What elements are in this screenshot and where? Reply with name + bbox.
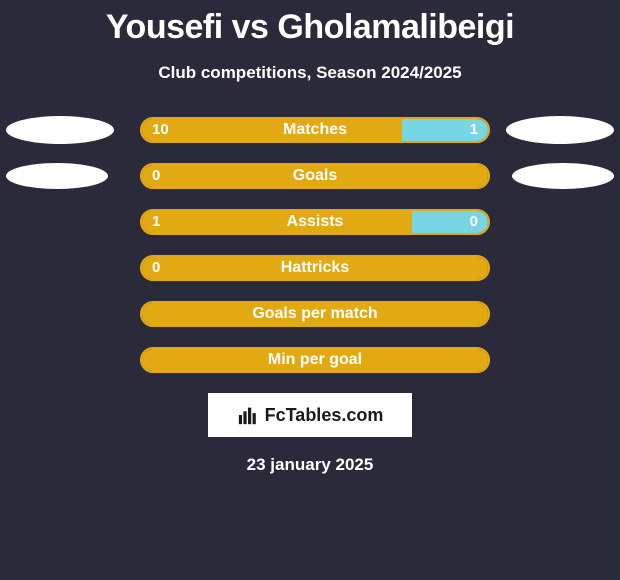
- stat-value-right: 1: [470, 119, 478, 141]
- stat-bar: Matches101: [140, 117, 490, 143]
- stat-bar: Hattricks0: [140, 255, 490, 281]
- stat-row: Assists10: [0, 209, 620, 235]
- comparison-chart: Matches101Goals0Assists10Hattricks0Goals…: [0, 117, 620, 373]
- bar-fill-left: [142, 211, 412, 233]
- bar-fill-left: [142, 165, 488, 187]
- stat-bar: Min per goal: [140, 347, 490, 373]
- stat-row: Min per goal: [0, 347, 620, 373]
- logo-text: FcTables.com: [265, 405, 384, 426]
- stat-value-left: 0: [152, 257, 160, 279]
- stat-row: Hattricks0: [0, 255, 620, 281]
- player-marker-left: [6, 116, 114, 144]
- chart-icon: [237, 404, 259, 426]
- bar-fill-left: [142, 119, 402, 141]
- date-label: 23 january 2025: [0, 455, 620, 475]
- stat-row: Goals0: [0, 163, 620, 189]
- player-marker-right: [512, 163, 614, 189]
- stat-value-left: 1: [152, 211, 160, 233]
- player-marker-left: [6, 163, 108, 189]
- logo-box: FcTables.com: [208, 393, 412, 437]
- stat-bar: Goals per match: [140, 301, 490, 327]
- player-marker-right: [506, 116, 614, 144]
- bar-fill-left: [142, 349, 488, 371]
- stat-row: Goals per match: [0, 301, 620, 327]
- stat-bar: Assists10: [140, 209, 490, 235]
- page-title: Yousefi vs Gholamalibeigi: [0, 0, 620, 47]
- page-subtitle: Club competitions, Season 2024/2025: [0, 63, 620, 83]
- stat-bar: Goals0: [140, 163, 490, 189]
- bar-fill-left: [142, 257, 488, 279]
- stat-row: Matches101: [0, 117, 620, 143]
- bar-fill-left: [142, 303, 488, 325]
- stat-value-right: 0: [470, 211, 478, 233]
- stat-value-left: 10: [152, 119, 169, 141]
- stat-value-left: 0: [152, 165, 160, 187]
